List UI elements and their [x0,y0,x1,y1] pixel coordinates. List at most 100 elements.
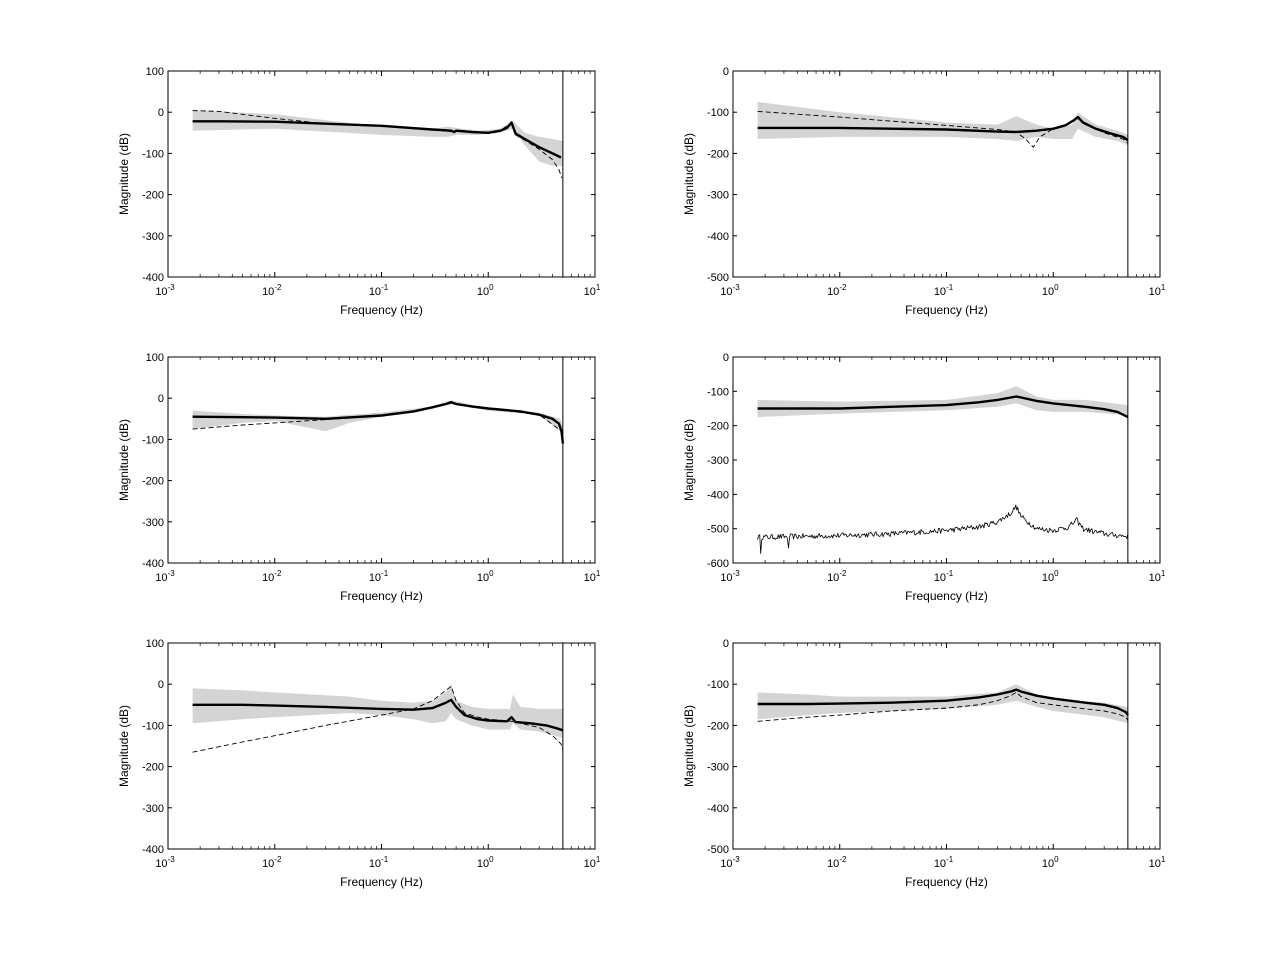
y-tick-label: -500 [707,524,729,536]
x-axis-label: Frequency (Hz) [340,303,423,317]
y-tick-label: 0 [723,638,729,650]
y-tick-label: -200 [142,476,164,488]
y-tick-label: 100 [146,352,164,364]
confidence-band [192,684,563,738]
x-tick-label: 10-2 [262,569,282,584]
y-tick-label: -200 [707,421,729,433]
y-tick-label: -300 [707,762,729,774]
x-tick-label: 100 [1042,855,1059,870]
y-tick-label: -500 [707,272,729,284]
x-tick-label: 10-1 [934,855,954,870]
y-tick-label: -200 [142,762,164,774]
x-tick-label: 10-2 [262,855,282,870]
confidence-band [757,101,1128,146]
plot-area [192,684,564,753]
y-tick-label: 0 [723,352,729,364]
y-axis-label: Magnitude (dB) [117,705,131,787]
series-line-2 [192,110,563,179]
x-tick-label: 101 [584,569,601,584]
x-tick-label: 10-3 [720,283,740,298]
y-tick-label: -200 [142,190,164,202]
y-tick-label: -100 [707,386,729,398]
y-tick-label: -300 [142,517,164,529]
plot-area [192,110,563,179]
y-tick-label: -400 [707,489,729,501]
x-tick-label: 10-3 [720,855,740,870]
y-tick-label: -100 [707,679,729,691]
y-tick-label: -500 [707,844,729,856]
x-tick-label: 100 [477,569,494,584]
y-tick-label: -100 [142,720,164,732]
y-tick-label: 0 [158,393,164,405]
x-axis-label: Frequency (Hz) [340,589,423,603]
plot-area [192,400,565,446]
x-tick-label: 10-3 [155,569,175,584]
y-axis-label: Magnitude (dB) [682,133,696,215]
y-tick-label: -100 [142,148,164,160]
y-tick-label: 100 [146,638,164,650]
series-line-2 [192,401,564,446]
y-tick-label: -200 [707,148,729,160]
x-tick-label: 10-1 [934,283,954,298]
confidence-band [757,386,1128,418]
x-tick-label: 10-2 [827,283,847,298]
y-axis-label: Magnitude (dB) [117,133,131,215]
x-tick-label: 10-1 [369,569,389,584]
y-tick-label: -300 [707,455,729,467]
x-axis-label: Frequency (Hz) [340,875,423,889]
x-tick-label: 10-3 [155,283,175,298]
y-axis-label: Magnitude (dB) [682,705,696,787]
series-line-1 [757,395,1129,419]
x-tick-label: 101 [584,283,601,298]
x-axis-label: Frequency (Hz) [905,303,988,317]
y-tick-label: -200 [707,720,729,732]
y-tick-label: -400 [707,803,729,815]
x-tick-label: 101 [1149,283,1166,298]
x-tick-label: 100 [1042,283,1059,298]
plot-area [757,386,1129,554]
x-tick-label: 101 [1149,569,1166,584]
y-tick-label: 100 [146,66,164,78]
y-tick-label: 0 [723,66,729,78]
x-axis-label: Frequency (Hz) [905,875,988,889]
y-tick-label: -400 [142,844,164,856]
series-line-1 [192,698,564,732]
series-line-1 [757,115,1129,142]
confidence-band [192,110,563,166]
series-line-1 [192,401,565,444]
y-tick-label: -400 [142,558,164,570]
y-tick-label: -400 [707,231,729,243]
series-line-2 [757,691,1129,722]
x-tick-label: 10-1 [369,283,389,298]
series-line-2 [757,504,1129,554]
y-tick-label: -600 [707,558,729,570]
y-tick-label: -300 [142,231,164,243]
y-tick-label: 0 [158,107,164,119]
x-tick-label: 101 [584,855,601,870]
x-tick-label: 10-2 [827,569,847,584]
x-tick-label: 10-1 [369,855,389,870]
series-line-2 [192,685,564,753]
y-tick-label: 0 [158,679,164,691]
y-tick-label: -100 [707,107,729,119]
series-line-2 [757,110,1129,148]
y-axis-label: Magnitude (dB) [682,419,696,501]
x-tick-label: 10-1 [934,569,954,584]
confidence-band [757,684,1128,724]
x-tick-label: 10-3 [720,569,740,584]
x-tick-label: 100 [477,855,494,870]
x-tick-label: 10-2 [827,855,847,870]
x-tick-label: 10-2 [262,283,282,298]
y-tick-label: -100 [142,434,164,446]
x-tick-label: 101 [1149,855,1166,870]
plot-area [757,101,1129,148]
x-tick-label: 100 [477,283,494,298]
x-tick-label: 100 [1042,569,1059,584]
